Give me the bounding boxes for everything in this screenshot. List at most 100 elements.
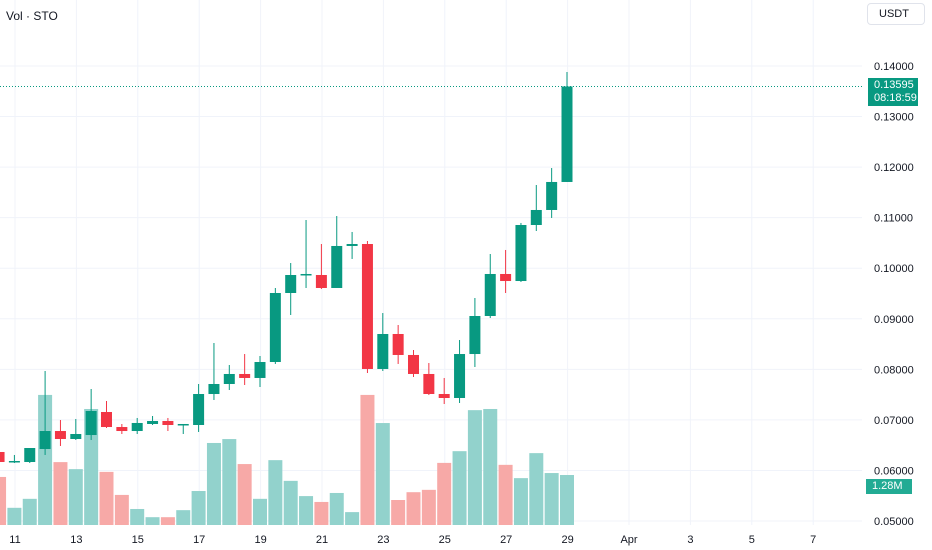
time-tick-label: 27	[500, 534, 512, 546]
candle-body	[315, 274, 327, 288]
volume-bar	[191, 491, 206, 525]
candle-body	[361, 244, 373, 369]
volume-bar	[237, 464, 252, 525]
candle-body	[101, 412, 112, 428]
candle-body	[438, 394, 450, 399]
grid	[0, 0, 862, 525]
volume-bar	[560, 475, 574, 525]
price-axis[interactable]: 0.14000 0.13000 0.12000 0.11000 0.10000 0.090…	[874, 61, 914, 528]
price-tick-label: 0.07000	[874, 415, 914, 427]
candle-body	[162, 421, 174, 425]
time-tick-label: 11	[9, 534, 20, 546]
time-tick-label: 7	[810, 534, 816, 546]
price-tick-label: 0.05000	[874, 516, 914, 528]
price-tick-label: 0.13000	[874, 112, 914, 124]
candle-body	[515, 224, 527, 282]
volume-bar	[38, 394, 53, 525]
time-tick-label: 3	[687, 534, 693, 546]
volume-bar	[84, 408, 99, 525]
volume-bar	[314, 501, 329, 525]
bar-countdown: 08:18:59	[874, 92, 917, 104]
candle-body	[85, 410, 97, 436]
candle-body	[239, 373, 251, 378]
time-tick-label: 13	[70, 534, 82, 546]
candle-body	[469, 315, 481, 355]
time-tick-label: Apr	[620, 534, 637, 546]
volume-bar	[253, 498, 267, 525]
candle-body	[500, 273, 512, 282]
volume-label: 1.28M	[866, 479, 912, 494]
volume-bar	[130, 508, 145, 525]
volume-bars	[0, 394, 574, 525]
volume-bar	[498, 464, 513, 525]
candle-body	[147, 421, 159, 424]
candle-body	[254, 362, 266, 378]
candle-body	[24, 448, 36, 463]
candle-body	[530, 209, 542, 225]
volume-bar	[513, 478, 528, 525]
volume-bar	[483, 408, 498, 525]
volume-bar	[0, 476, 7, 525]
last-price-label: 0.13595 08:18:59	[868, 78, 918, 106]
price-tick-label: 0.11000	[874, 213, 913, 225]
volume-bar	[360, 394, 375, 525]
price-tick-label: 0.09000	[874, 314, 914, 326]
candle-body	[300, 273, 312, 276]
time-axis[interactable]: 11 13 15 17 19 21 23 25 27 29 Apr 3 5 7	[9, 534, 816, 546]
volume-bar	[114, 494, 129, 525]
volume-bar	[145, 517, 160, 525]
candle-body	[285, 274, 297, 293]
candle-body	[70, 433, 82, 440]
price-tick-label: 0.10000	[874, 263, 914, 275]
candle-body	[331, 245, 343, 288]
volume-bar	[268, 460, 283, 525]
time-tick-label: 15	[132, 534, 144, 546]
time-tick-label: 19	[254, 534, 266, 546]
volume-bar	[283, 480, 298, 525]
candle-body	[377, 333, 389, 369]
candle-body	[193, 394, 205, 425]
volume-bar	[299, 496, 314, 525]
volume-bar	[391, 500, 406, 525]
volume-bar	[529, 453, 544, 525]
candle-body	[346, 244, 358, 246]
candle-body	[223, 373, 235, 384]
candle-body	[408, 354, 419, 374]
last-price-value: 0.13595	[874, 79, 914, 91]
candle-body	[131, 422, 143, 432]
volume-bar	[99, 471, 114, 525]
price-tick-label: 0.14000	[874, 61, 914, 73]
volume-bar	[329, 492, 344, 525]
candle-body	[546, 181, 558, 210]
candle-body	[423, 373, 435, 395]
volume-bar	[22, 498, 37, 525]
time-tick-label: 23	[377, 534, 389, 546]
time-tick-label: 29	[561, 534, 573, 546]
candle-body	[116, 427, 128, 432]
candle-body	[8, 460, 20, 463]
candle-body	[269, 292, 281, 363]
volume-bar	[421, 489, 436, 525]
volume-bar	[375, 423, 390, 525]
candle-body	[208, 383, 220, 395]
candle-body	[177, 423, 189, 426]
volume-bar	[53, 462, 68, 525]
candle-body	[454, 354, 466, 399]
volume-bar	[437, 462, 452, 525]
currency-button[interactable]: USDT	[867, 3, 925, 25]
volume-bar	[406, 492, 421, 525]
volume-bar	[176, 510, 191, 525]
price-tick-label: 0.08000	[874, 364, 914, 376]
candle-body	[39, 431, 51, 450]
time-tick-label: 25	[439, 534, 451, 546]
volume-bar	[160, 517, 175, 525]
time-tick-label: 17	[193, 534, 205, 546]
volume-bar	[7, 507, 22, 525]
candle-body	[54, 431, 66, 440]
volume-bar	[544, 473, 559, 525]
candle-body	[0, 451, 5, 463]
price-tick-label: 0.06000	[874, 465, 914, 477]
candle-body	[392, 333, 404, 355]
volume-bar	[452, 451, 467, 525]
